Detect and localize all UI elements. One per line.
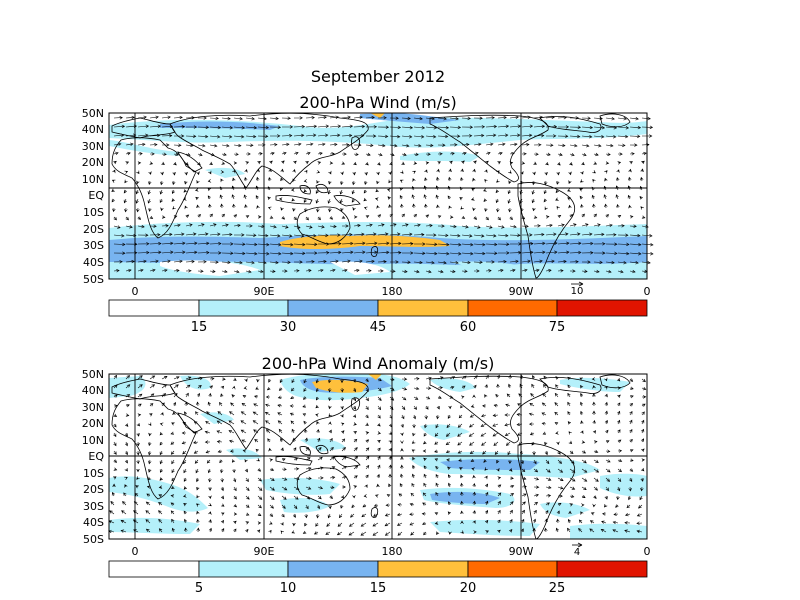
lat-label: 20S: [83, 223, 104, 236]
lat-label: 30S: [83, 500, 104, 513]
panel1-wind-vectors: [111, 115, 654, 274]
panel2-reference-value: 4: [574, 547, 580, 558]
panel1-lon-labels: 0 90E 180 90W 0: [132, 285, 651, 298]
panel1-title: 200-hPa Wind (m/s): [299, 93, 456, 112]
wind-vector-arrows: [111, 115, 654, 274]
panel1-frame: [108, 112, 648, 280]
panel2-coastlines: [111, 373, 631, 540]
lat-label: 40N: [82, 123, 104, 136]
lon-label: 0: [132, 545, 139, 558]
colorbar-label: 45: [370, 320, 387, 335]
panel2-lon-labels: 0 90E 180 90W 0: [132, 545, 651, 558]
panel1-coastlines: [111, 112, 631, 279]
lat-label: 20N: [82, 156, 104, 169]
colorbar-swatch: [287, 299, 379, 317]
panel2-gridlines: [109, 374, 647, 539]
colorbar-swatch: [198, 299, 289, 317]
lat-label: 30N: [82, 140, 104, 153]
panel2-wind-vectors: [108, 374, 647, 536]
colorbar-label: 15: [191, 320, 208, 335]
lat-label: EQ: [88, 450, 104, 463]
lon-label: 90W: [509, 545, 534, 558]
colorbar-swatch: [377, 299, 469, 317]
colorbar-swatch: [108, 560, 200, 578]
lat-label: 30S: [83, 239, 104, 252]
panel1-reference-value: 10: [571, 286, 584, 297]
panel2-colorbar: 5 10 15 20 25: [108, 560, 648, 596]
lat-label: EQ: [88, 189, 104, 202]
figure-title: September 2012: [311, 67, 445, 86]
lon-label: 90W: [509, 285, 534, 298]
lat-label: 10N: [82, 173, 104, 186]
lon-label: 0: [644, 285, 651, 298]
colorbar-swatch: [556, 560, 648, 578]
colorbar-label: 30: [280, 320, 297, 335]
lon-label: 180: [382, 545, 403, 558]
lat-label: 10N: [82, 434, 104, 447]
lat-label: 20S: [83, 483, 104, 496]
lat-label: 30N: [82, 401, 104, 414]
lon-label: 90E: [254, 545, 275, 558]
lon-label: 90E: [254, 285, 275, 298]
panel1-colorbar: 15 30 45 60 75: [108, 299, 648, 335]
colorbar-swatch: [198, 560, 289, 578]
colorbar-swatch: [377, 560, 469, 578]
colorbar-label: 75: [549, 320, 566, 335]
lat-label: 40N: [82, 384, 104, 397]
panel1-lat-labels: 50N 40N 30N 20N 10N EQ 10S 20S 30S 40S 5…: [82, 107, 105, 286]
colorbar-label: 20: [460, 581, 477, 596]
panel2-map: [108, 373, 648, 540]
lat-label: 10S: [83, 467, 104, 480]
lat-label: 10S: [83, 206, 104, 219]
panel2-title: 200-hPa Wind Anomaly (m/s): [262, 354, 495, 373]
panel1-reference-vector: 10: [571, 281, 584, 297]
colorbar-label: 25: [549, 581, 566, 596]
lon-label: 0: [132, 285, 139, 298]
panel1-map: [108, 112, 654, 280]
lon-label: 180: [382, 285, 403, 298]
lat-label: 50N: [82, 368, 104, 381]
colorbar-swatch: [467, 560, 558, 578]
colorbar-label: 15: [370, 581, 387, 596]
colorbar-swatch: [108, 299, 200, 317]
lat-label: 50N: [82, 107, 104, 120]
colorbar-label: 60: [460, 320, 477, 335]
lat-label: 40S: [83, 256, 104, 269]
panel1-gridlines: [109, 113, 647, 279]
panel2-frame: [108, 373, 648, 540]
panel2-reference-vector: 4: [572, 542, 583, 558]
colorbar-swatch: [556, 299, 648, 317]
colorbar-swatch: [467, 299, 558, 317]
lat-label: 40S: [83, 516, 104, 529]
wind-vector-arrows: [108, 374, 647, 536]
lat-label: 20N: [82, 417, 104, 430]
reference-arrowhead: [577, 542, 583, 548]
colorbar-label: 5: [195, 581, 203, 596]
reference-arrowhead: [578, 281, 584, 287]
colorbar-swatch: [287, 560, 379, 578]
lon-label: 0: [644, 545, 651, 558]
panel2-shading: [109, 373, 647, 539]
lat-label: 50S: [83, 533, 104, 546]
colorbar-label: 10: [280, 581, 297, 596]
panel2-lat-labels: 50N 40N 30N 20N 10N EQ 10S 20S 30S 40S 5…: [82, 368, 105, 546]
lat-label: 50S: [83, 273, 104, 286]
